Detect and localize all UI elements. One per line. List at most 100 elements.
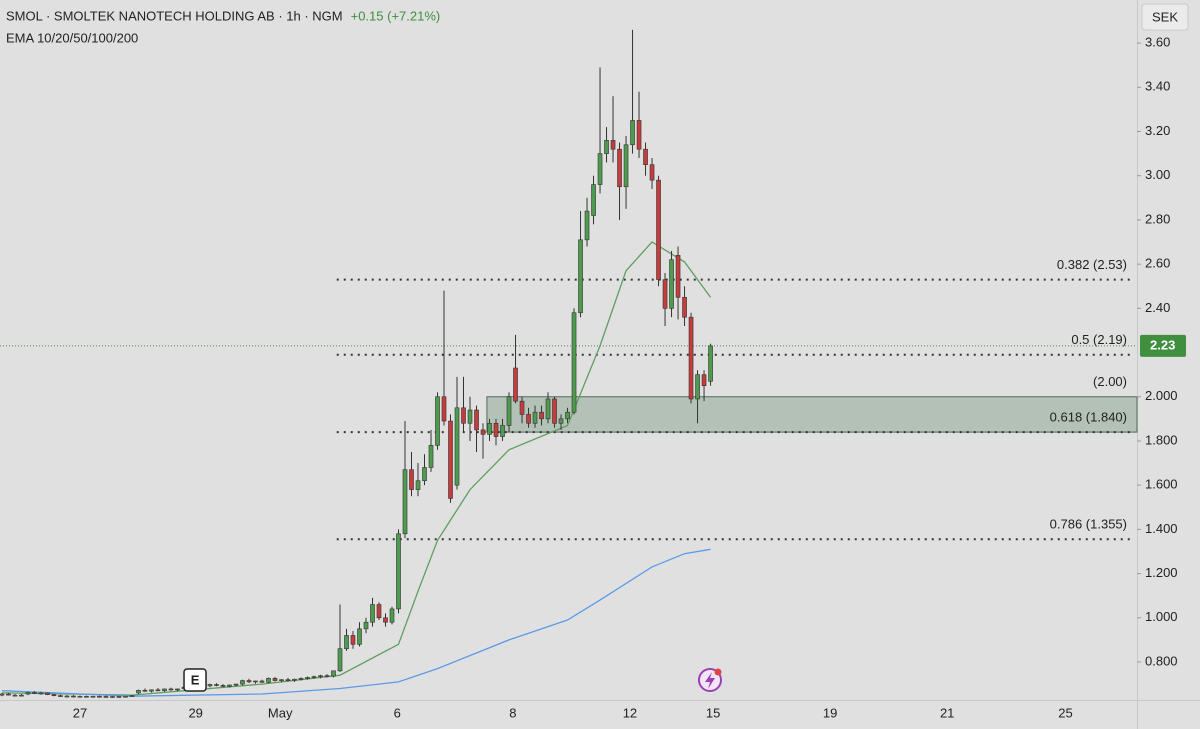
- alert-bolt: [705, 672, 715, 689]
- candle-body: [539, 411, 544, 420]
- candle-body: [305, 677, 310, 679]
- currency-button[interactable]: [1141, 3, 1189, 31]
- candle-body: [597, 153, 603, 185]
- candle-body: [207, 684, 213, 687]
- fib-level-label: 0.786 (1.355): [1050, 517, 1127, 532]
- candle-body: [103, 696, 109, 698]
- y-tick-label: 2.40: [1145, 300, 1170, 315]
- candle-body: [64, 695, 70, 698]
- candle-body: [357, 628, 362, 645]
- candle-body: [675, 254, 681, 298]
- candle-body: [506, 396, 512, 426]
- candle-body: [604, 140, 609, 154]
- candle-body: [376, 604, 382, 619]
- candle-body: [513, 367, 518, 402]
- candle-body: [630, 120, 635, 146]
- candle-body: [32, 692, 37, 694]
- candle-body: [214, 684, 219, 686]
- candle-body: [272, 678, 278, 681]
- candle-body: [240, 680, 245, 685]
- currency-label[interactable]: SEK: [1152, 9, 1178, 24]
- candle-body: [350, 635, 356, 645]
- candle-body: [617, 148, 622, 188]
- candle-body: [396, 533, 401, 610]
- candle-body: [623, 144, 629, 188]
- candle-body: [571, 312, 577, 413]
- candle-body: [409, 469, 414, 490]
- candle-body: [233, 683, 239, 686]
- candle-body: [285, 679, 291, 681]
- candle-body: [6, 693, 11, 696]
- candle-body: [129, 695, 135, 697]
- candle-body: [441, 396, 447, 422]
- candle-body: [90, 695, 96, 698]
- candle-body: [474, 409, 479, 431]
- y-tick-label: 3.00: [1145, 167, 1170, 182]
- candle-body: [565, 411, 570, 420]
- y-tick-label: 2.60: [1145, 256, 1170, 271]
- last-price-box: [1140, 334, 1186, 357]
- candle-body: [25, 692, 31, 695]
- candle-body: [142, 689, 148, 692]
- earnings-marker-box: [183, 668, 207, 692]
- candle-body: [12, 694, 18, 697]
- candle-body: [266, 678, 271, 683]
- candle-body: [363, 621, 369, 630]
- candle-body: [545, 398, 551, 420]
- candle-body: [662, 279, 668, 309]
- candle-body: [110, 696, 115, 698]
- candle-body: [656, 179, 661, 280]
- candle-body: [558, 418, 564, 424]
- fib-level-label: 0.382 (2.53): [1057, 257, 1127, 272]
- candle-body: [500, 425, 505, 437]
- candle-body: [493, 422, 499, 437]
- zone-label: (2.00): [1093, 374, 1127, 389]
- earnings-marker-label: E: [191, 672, 200, 687]
- candle-body: [155, 689, 161, 692]
- candle-body: [337, 648, 343, 672]
- candle-body: [259, 680, 265, 683]
- y-tick-label: 0.800: [1145, 653, 1178, 668]
- candle-body: [519, 400, 525, 415]
- candle-body: [487, 422, 492, 435]
- candle-body: [422, 467, 427, 482]
- y-tick-label: 1.200: [1145, 565, 1178, 580]
- candle-body: [58, 695, 63, 697]
- candle-body: [227, 684, 232, 687]
- candle-body: [253, 680, 258, 683]
- x-tick-label: 19: [823, 705, 837, 720]
- y-tick-label: 1.800: [1145, 432, 1178, 447]
- candle-body: [370, 604, 375, 623]
- x-tick-label: 27: [73, 705, 87, 720]
- price-change: +0.15 (+7.21%): [351, 8, 441, 23]
- candle-body: [51, 694, 57, 696]
- y-tick-label: 3.40: [1145, 79, 1170, 94]
- candle-body: [402, 469, 408, 535]
- candle-body: [636, 120, 642, 150]
- candle-body: [552, 398, 557, 424]
- candle-body: [526, 414, 531, 424]
- alert-icon[interactable]: [698, 668, 722, 692]
- candle-body: [701, 374, 707, 386]
- y-tick-label: 3.20: [1145, 123, 1170, 138]
- plot-area: (2.00) 0.382 (2.53) 0.5 (2.19) 0.618 (1.840…: [0, 29, 1138, 698]
- candle-body: [279, 679, 284, 681]
- candle-body: [480, 429, 486, 435]
- candle-body: [116, 696, 122, 698]
- candle-body: [136, 689, 141, 694]
- fib-level-label: 0.618 (1.840): [1050, 410, 1127, 425]
- candle-body: [318, 675, 323, 677]
- x-tick-label: 12: [623, 705, 637, 720]
- candle-body: [532, 411, 538, 424]
- candle-body: [71, 695, 76, 698]
- candle-body: [84, 695, 89, 698]
- x-tick-label: 29: [188, 705, 202, 720]
- candle-body: [97, 695, 102, 698]
- candle-body: [298, 678, 304, 680]
- x-tick-label: 21: [940, 705, 954, 720]
- x-tick-label: 6: [394, 705, 401, 720]
- price-zone: [486, 396, 1138, 433]
- x-tick-label: 8: [509, 705, 516, 720]
- candle-body: [175, 688, 180, 691]
